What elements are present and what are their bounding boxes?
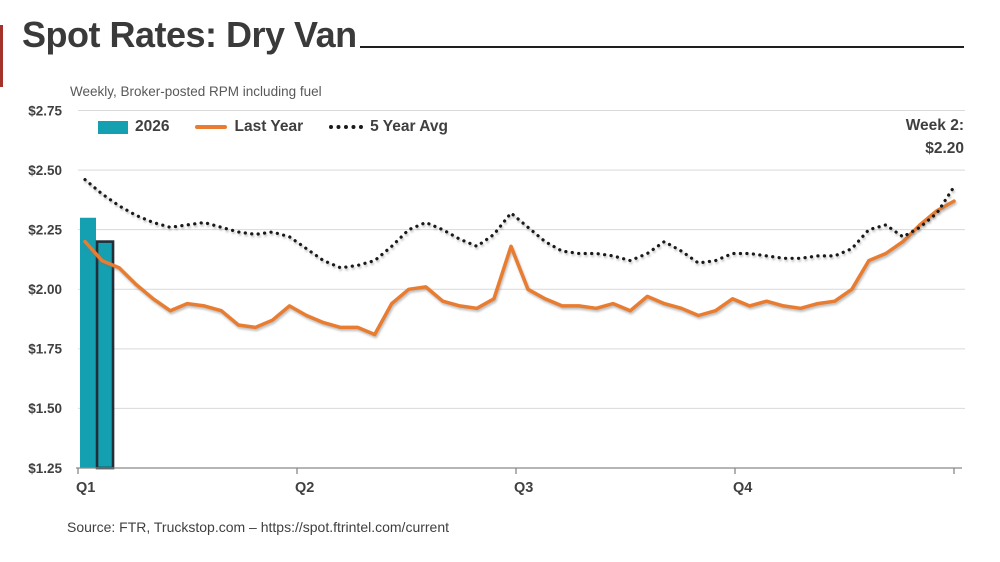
title-row: Spot Rates: Dry Van <box>22 14 964 55</box>
legend-item-last-year: Last Year <box>195 118 303 136</box>
legend-label-2026: 2026 <box>135 118 170 135</box>
x-axis-label-q1: Q1 <box>76 480 95 496</box>
y-axis-label: $2.50 <box>28 163 62 178</box>
source-citation: Source: FTR, Truckstop.com – https://spo… <box>67 519 450 535</box>
last-year-line <box>83 199 956 337</box>
chart-subtitle: Weekly, Broker-posted RPM including fuel <box>70 84 322 99</box>
title-underline <box>359 45 964 49</box>
legend-item-5-year-avg: 5 Year Avg <box>329 118 448 136</box>
legend-swatch-dotted-icon <box>329 125 364 129</box>
y-axis-label: $1.25 <box>28 461 62 476</box>
bar-2026-current-week <box>95 240 115 470</box>
y-axis-label: $1.75 <box>28 342 62 357</box>
legend-item-2026: 2026 <box>98 118 169 136</box>
current-week-label: Week 2: <box>905 117 964 134</box>
y-axis-label: $2.25 <box>28 222 62 237</box>
x-axis-label-q2: Q2 <box>295 480 314 496</box>
y-axis-label: $2.75 <box>28 103 62 118</box>
brand-accent-bar <box>0 25 3 87</box>
chart-legend: 2026 Last Year 5 Year Avg <box>98 118 448 136</box>
current-week-annotation: Week 2: $2.20 <box>906 114 964 160</box>
page-title: Spot Rates: Dry Van <box>22 14 357 55</box>
legend-swatch-bar-icon <box>98 120 128 134</box>
bar-2026 <box>80 217 96 468</box>
legend-label-last-year: Last Year <box>234 118 304 135</box>
current-week-value: $2.20 <box>925 140 964 157</box>
x-axis-label-q4: Q4 <box>733 480 752 496</box>
five-year-avg-line <box>83 178 956 270</box>
legend-swatch-line-icon <box>195 125 228 129</box>
y-axis-label: $2.00 <box>28 282 62 297</box>
x-axis-label-q3: Q3 <box>514 480 533 496</box>
legend-label-5-year-avg: 5 Year Avg <box>370 118 448 135</box>
y-axis-label: $1.50 <box>28 401 62 416</box>
